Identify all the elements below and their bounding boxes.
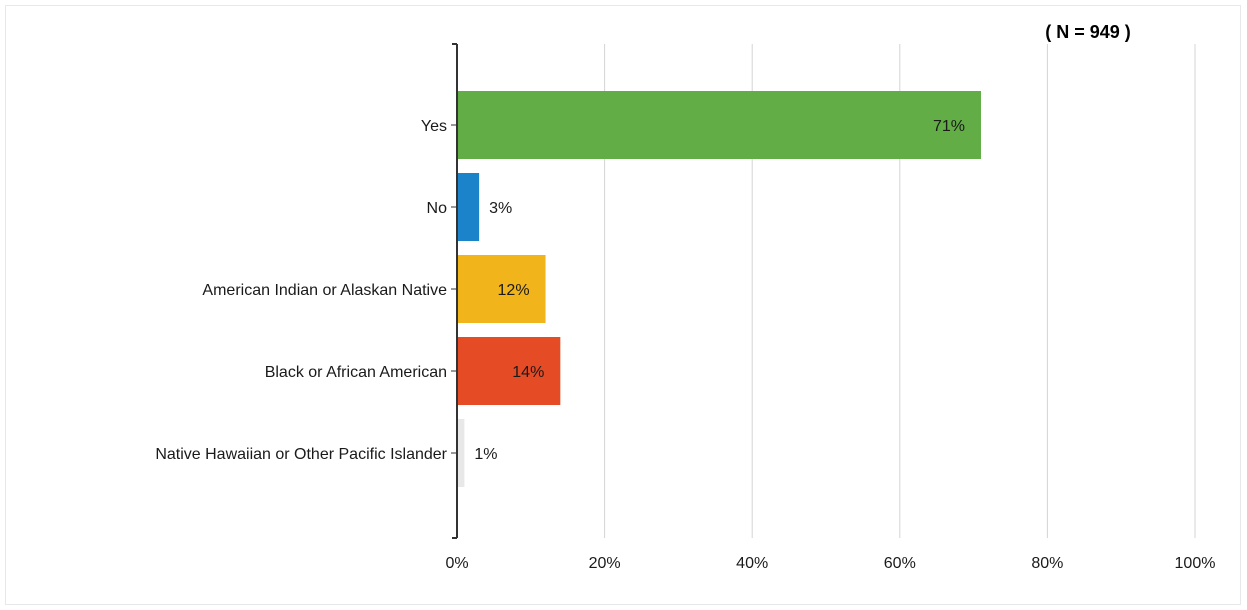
category-label: Black or African American — [265, 364, 447, 381]
bar — [457, 419, 465, 487]
bar — [457, 337, 561, 405]
x-tick-label: 60% — [884, 555, 916, 572]
category-label: Native Hawaiian or Other Pacific Islande… — [155, 446, 447, 463]
category-label: Yes — [421, 118, 447, 135]
bars — [457, 91, 981, 487]
category-label: American Indian or Alaskan Native — [202, 282, 447, 299]
x-tick-label: 100% — [1175, 555, 1216, 572]
x-tick-label: 0% — [445, 555, 468, 572]
x-tick-label: 20% — [589, 555, 621, 572]
value-label: 71% — [933, 118, 965, 135]
x-tick-label: 40% — [736, 555, 768, 572]
x-tick-label: 80% — [1031, 555, 1063, 572]
chart-frame — [5, 5, 1241, 605]
y-axis — [451, 43, 458, 539]
bar — [457, 173, 480, 241]
value-label: 1% — [474, 446, 497, 463]
value-label: 14% — [512, 364, 544, 381]
labels: 0% 20% 40% 60% 80% 100% Yes 71% No 3% American Ind… — [155, 118, 1215, 572]
value-label: 12% — [498, 282, 530, 299]
sample-size-annotation: ( N = 949 ) — [1045, 22, 1131, 42]
category-label: No — [427, 200, 448, 217]
value-label: 3% — [489, 200, 512, 217]
bar — [457, 255, 546, 323]
bar — [457, 91, 981, 159]
